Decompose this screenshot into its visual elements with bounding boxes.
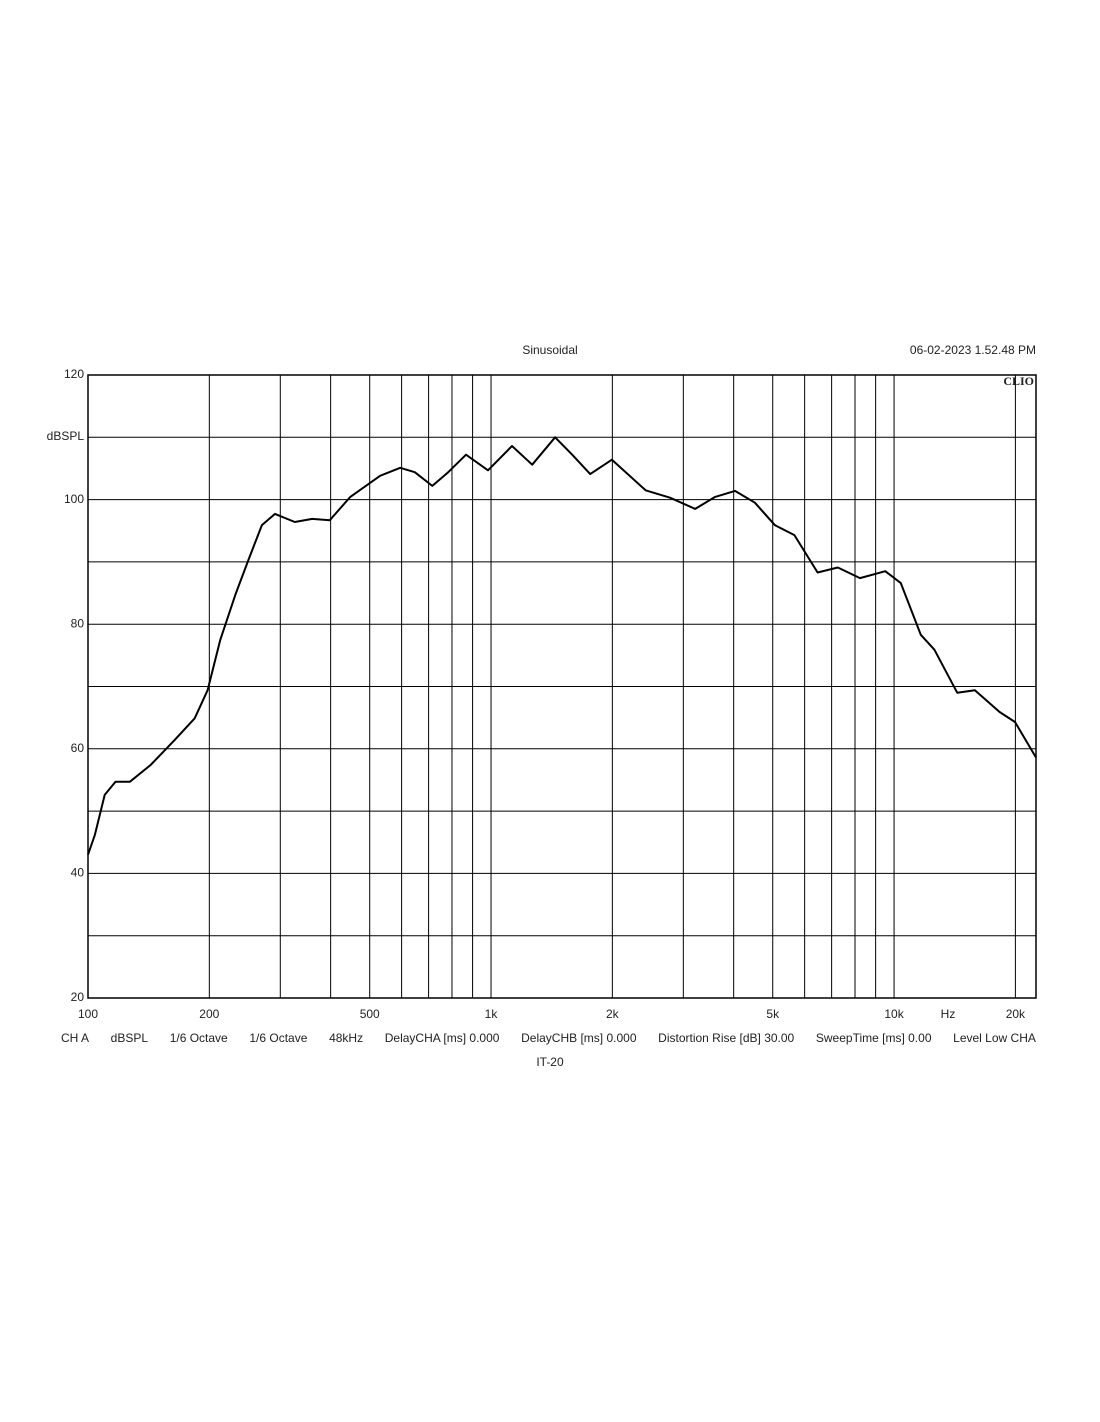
y-tick-label: 60 [71, 741, 85, 755]
y-tick-label: 80 [71, 616, 85, 630]
plot-frame [87, 374, 1037, 999]
x-tick-label: 200 [199, 1007, 219, 1021]
timestamp: 06-02-2023 1.52.48 PM [910, 343, 1036, 357]
setting: 48kHz [329, 1031, 364, 1045]
setting: 1/6 Octave [249, 1031, 308, 1045]
y-tick-label: 100 [64, 492, 84, 506]
y-tick-label: 40 [71, 866, 85, 880]
y-tick-label: 20 [71, 990, 85, 1004]
x-axis-label: Hz [941, 1007, 956, 1021]
x-tick-label: 20k [1006, 1007, 1026, 1021]
setting: DelayCHA [ms] 0.000 [384, 1031, 500, 1045]
setting: Level Low CHA [953, 1031, 1036, 1045]
setting: CH A [61, 1031, 90, 1045]
setting: Distortion Rise [dB] 30.00 [658, 1031, 795, 1045]
settings-line: CH A dBSPL 1/6 Octave 1/6 Octave 48kHz DelayC… [61, 1031, 1036, 1045]
setting: DelayCHB [ms] 0.000 [521, 1031, 637, 1045]
x-tick-label: 100 [78, 1007, 98, 1021]
brand: CLIO [1003, 374, 1034, 388]
subtitle: IT-20 [536, 1055, 564, 1069]
setting: 1/6 Octave [169, 1031, 228, 1045]
chart-title: Sinusoidal [522, 343, 577, 357]
response-line [87, 436, 1037, 856]
y-axis-label: dBSPL [47, 429, 85, 443]
setting: dBSPL [110, 1031, 149, 1045]
y-tick-label: 120 [64, 367, 84, 381]
x-tick-label: 500 [360, 1007, 380, 1021]
x-tick-label: 2k [606, 1007, 620, 1021]
setting: SweepTime [ms] 0.00 [815, 1031, 932, 1045]
x-tick-label: 5k [766, 1007, 780, 1021]
x-tick-label: 10k [884, 1007, 904, 1021]
x-tick-label: 1k [485, 1007, 499, 1021]
